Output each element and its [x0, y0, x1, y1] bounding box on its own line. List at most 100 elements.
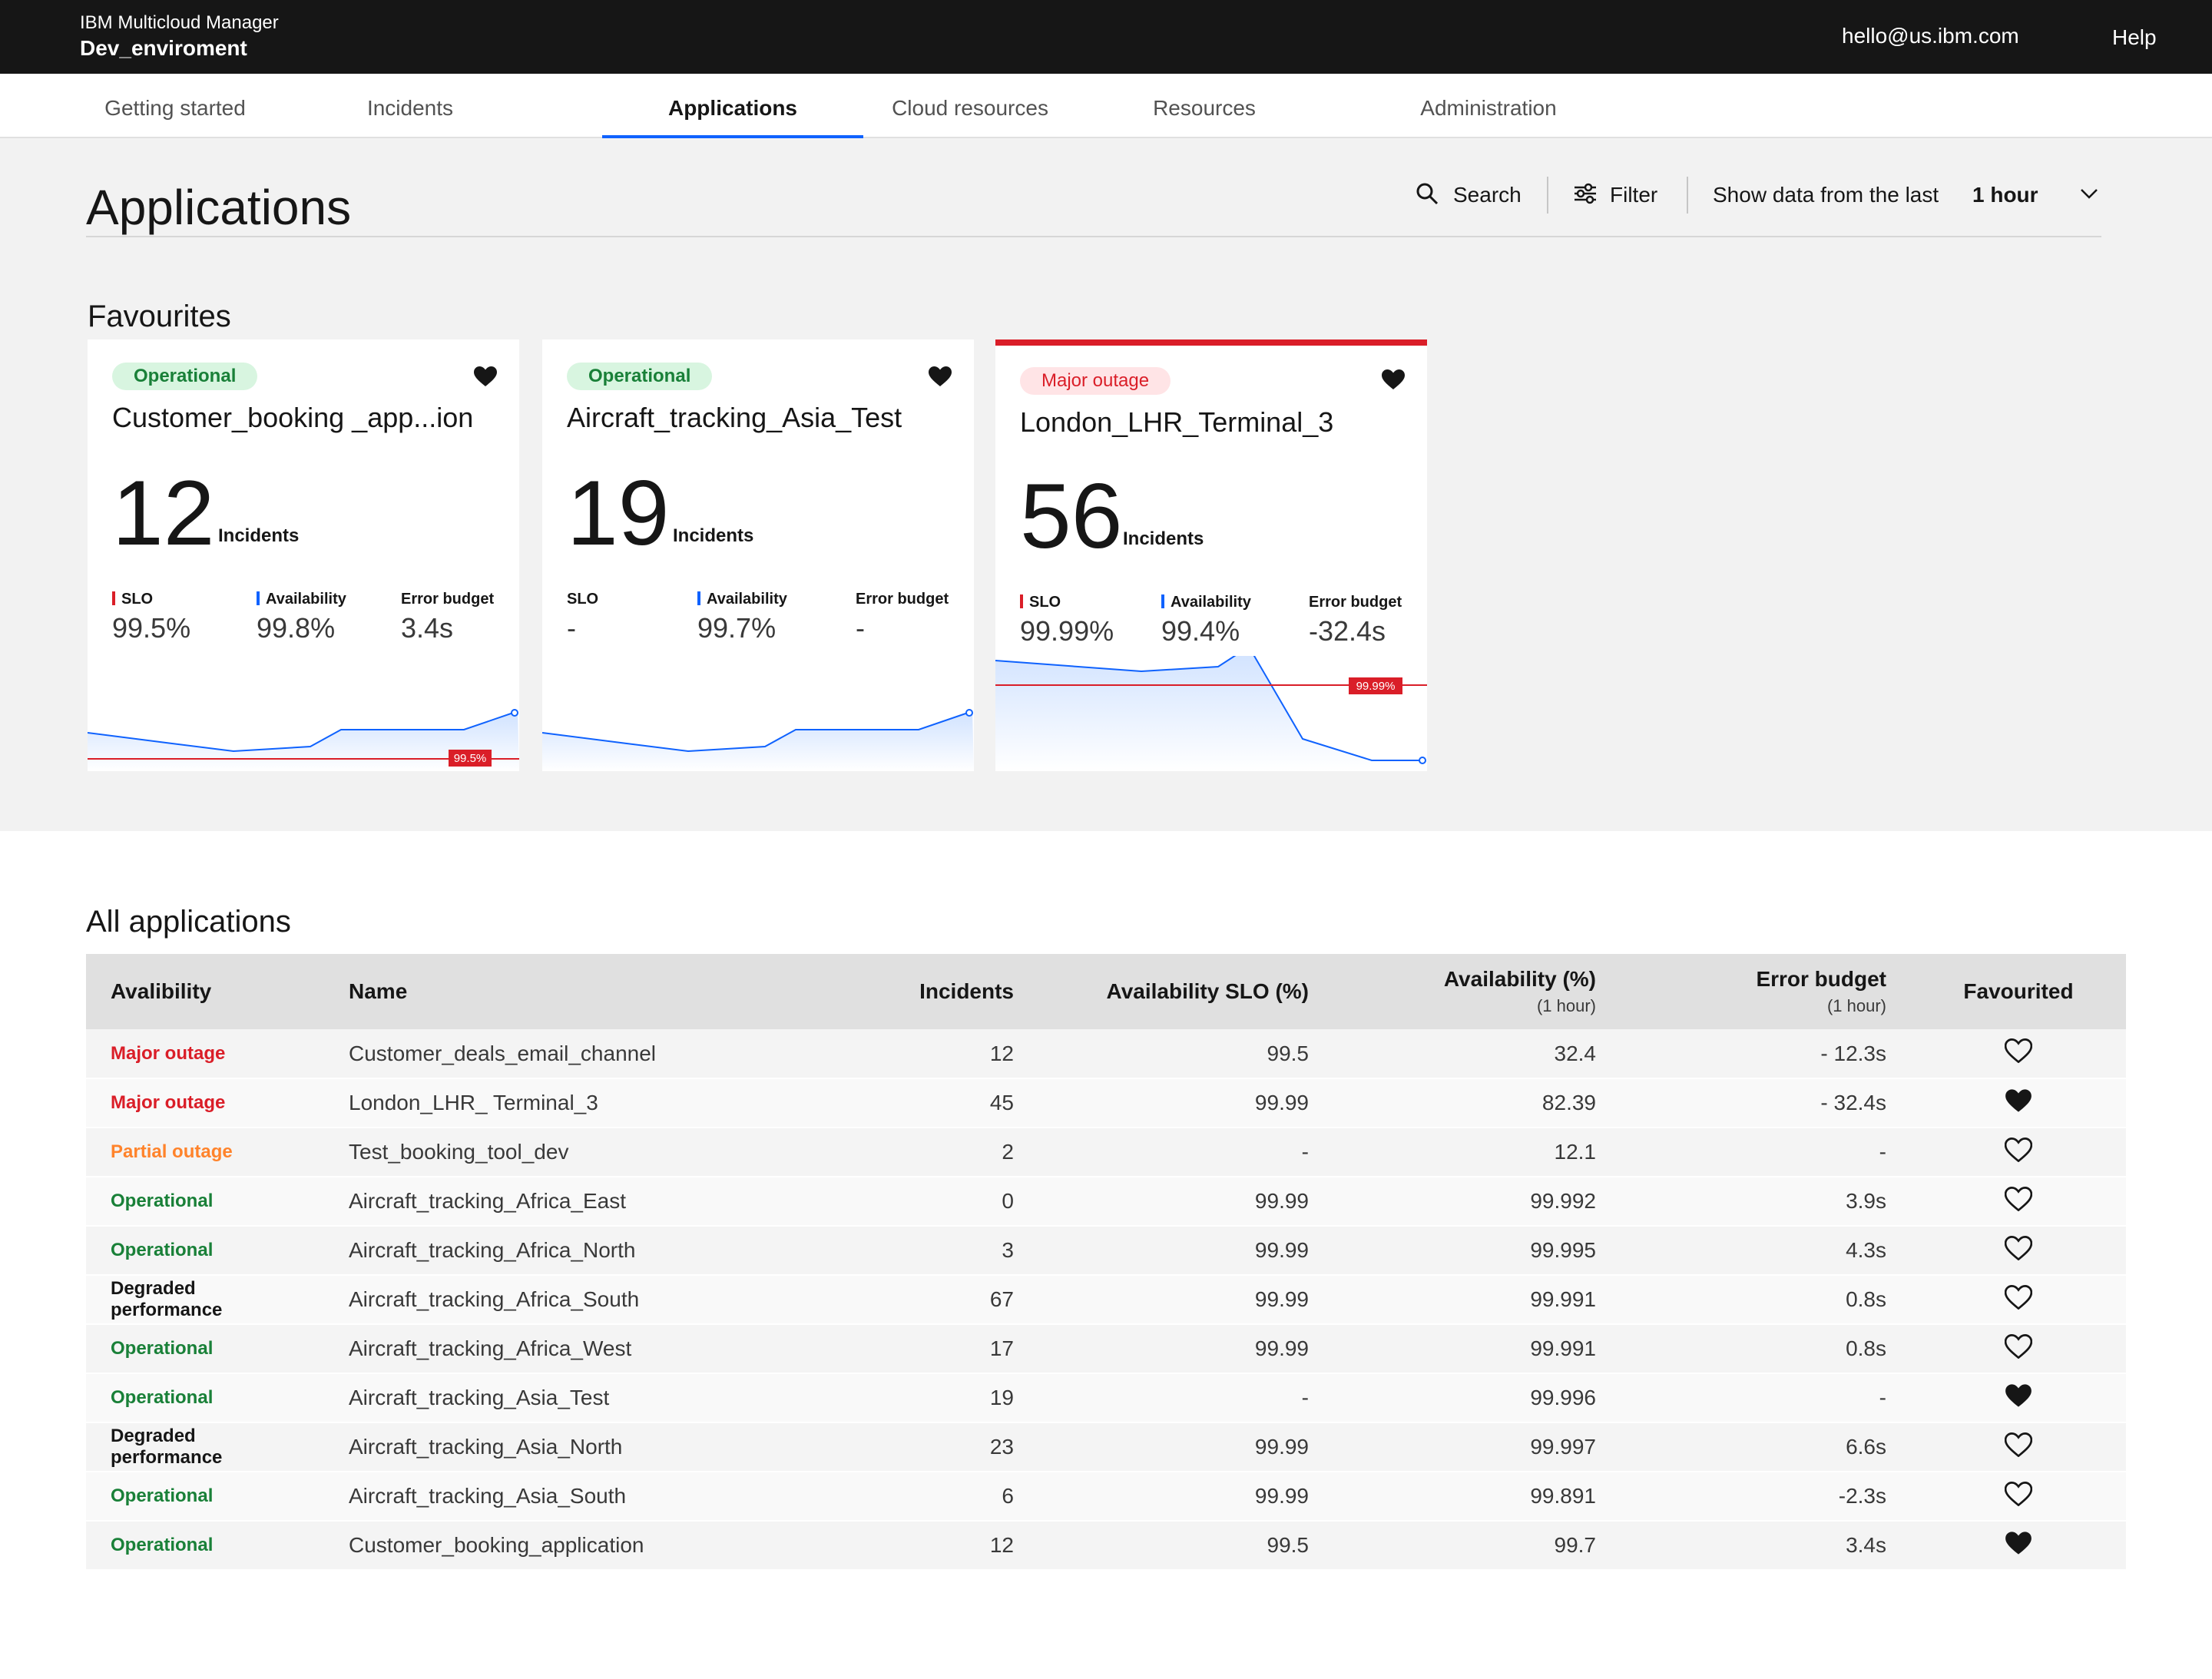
product-name: IBM Multicloud Manager [80, 12, 279, 33]
filter-button[interactable]: Filter [1610, 183, 1658, 207]
main-nav-tabs: Getting started Incidents Applications C… [0, 74, 2212, 138]
table-row[interactable]: Operational Aircraft_tracking_Asia_South 6… [86, 1472, 2126, 1522]
error-budget-value: - [856, 612, 865, 644]
tab-incidents[interactable]: Incidents [366, 96, 454, 120]
toolbar-divider [1547, 177, 1548, 214]
row-name: Aircraft_tracking_Africa_East [324, 1177, 770, 1227]
column-availability[interactable]: Avalibility [86, 954, 324, 1029]
availability-sparkline [542, 709, 974, 771]
incident-count: 12 [112, 462, 215, 565]
error-budget-value: -32.4s [1309, 615, 1386, 647]
status-badge: Operational [567, 363, 713, 390]
filter-icon[interactable] [1573, 181, 1598, 206]
heart-outline-icon[interactable] [2004, 1137, 2033, 1162]
heart-outline-icon[interactable] [2004, 1235, 2033, 1260]
row-favourite [1911, 1078, 2126, 1128]
favourite-card[interactable]: Operational Customer_booking _app...ion … [88, 339, 519, 771]
row-error-budget: 0.8s [1621, 1275, 1911, 1325]
environment-name[interactable]: Dev_enviroment [80, 36, 247, 60]
heart-outline-icon[interactable] [2004, 1038, 2033, 1064]
availability-value: 99.8% [257, 612, 336, 644]
row-name: Aircraft_tracking_Africa_West [324, 1324, 770, 1374]
row-incidents: 6 [770, 1472, 1038, 1522]
row-favourite [1911, 1521, 2126, 1571]
column-incidents[interactable]: Incidents [770, 954, 1038, 1029]
column-name[interactable]: Name [324, 954, 770, 1029]
row-error-budget: - 12.3s [1621, 1029, 1911, 1079]
tab-resources[interactable]: Resources [1153, 96, 1256, 120]
heart-filled-icon[interactable] [2005, 1383, 2032, 1408]
row-incidents: 23 [770, 1422, 1038, 1472]
row-availability: 82.39 [1333, 1078, 1621, 1128]
column-favourited[interactable]: Favourited [1911, 954, 2126, 1029]
search-button[interactable]: Search [1453, 183, 1522, 207]
title-divider [86, 236, 2101, 237]
column-slo[interactable]: Availability SLO (%) [1038, 954, 1333, 1029]
table-row[interactable]: Partial outage Test_booking_tool_dev 2-12.… [86, 1128, 2126, 1177]
row-availability: 99.991 [1333, 1275, 1621, 1325]
heart-icon[interactable] [928, 366, 952, 387]
status-badge: Operational [112, 363, 258, 390]
row-status: Partial outage [86, 1128, 324, 1177]
row-incidents: 2 [770, 1128, 1038, 1177]
row-status: Degraded performance [86, 1275, 324, 1325]
row-slo: - [1038, 1373, 1333, 1423]
heart-filled-icon[interactable] [2005, 1531, 2032, 1555]
table-row[interactable]: Operational Aircraft_tracking_Africa_East… [86, 1177, 2126, 1227]
row-name: Test_booking_tool_dev [324, 1128, 770, 1177]
row-favourite [1911, 1324, 2126, 1374]
error-budget-label: Error budget [856, 591, 949, 608]
top-bar: IBM Multicloud Manager Dev_enviroment he… [0, 0, 2212, 74]
heart-icon[interactable] [1381, 369, 1406, 390]
heart-icon[interactable] [473, 366, 498, 387]
table-row[interactable]: Operational Aircraft_tracking_Africa_West… [86, 1324, 2126, 1374]
column-error-budget[interactable]: Error budget (1 hour) [1621, 954, 1911, 1029]
help-link[interactable]: Help [2112, 25, 2157, 49]
search-icon[interactable] [1415, 181, 1439, 206]
row-status: Operational [86, 1373, 324, 1423]
tab-applications[interactable]: Applications [602, 74, 863, 138]
table-header-row: Avalibility Name Incidents Availability … [86, 954, 2126, 1029]
availability-label: Availability [1161, 593, 1251, 611]
table-row[interactable]: Degraded performance Aircraft_tracking_As… [86, 1422, 2126, 1472]
row-error-budget: 6.6s [1621, 1422, 1911, 1472]
tab-cloud-resources[interactable]: Cloud resources [892, 96, 1048, 120]
table-row[interactable]: Major outage London_LHR_ Terminal_3 45 99.9… [86, 1078, 2126, 1128]
user-email[interactable]: hello@us.ibm.com [1842, 24, 2019, 48]
heart-outline-icon[interactable] [2004, 1284, 2033, 1310]
chevron-down-icon[interactable] [2078, 186, 2100, 201]
incident-count: 56 [1020, 465, 1123, 568]
table-row[interactable]: Major outage Customer_deals_email_channel… [86, 1029, 2126, 1079]
row-error-budget: - [1621, 1373, 1911, 1423]
row-availability: 12.1 [1333, 1128, 1621, 1177]
heart-outline-icon[interactable] [2004, 1432, 2033, 1457]
availability-value: 99.4% [1161, 615, 1240, 647]
favourite-card[interactable]: Major outage London_LHR_Terminal_3 56 In… [995, 339, 1427, 771]
heart-outline-icon[interactable] [2004, 1481, 2033, 1506]
tab-getting-started[interactable]: Getting started [104, 96, 246, 120]
tab-administration[interactable]: Administration [1420, 96, 1557, 120]
heart-outline-icon[interactable] [2004, 1333, 2033, 1359]
time-range-select[interactable]: 1 hour [1972, 183, 2038, 207]
row-status: Operational [86, 1226, 324, 1276]
row-incidents: 45 [770, 1078, 1038, 1128]
table-row[interactable]: Operational Aircraft_tracking_Asia_Test 19… [86, 1373, 2126, 1423]
row-favourite [1911, 1177, 2126, 1227]
row-name: Aircraft_tracking_Asia_South [324, 1472, 770, 1522]
table-row[interactable]: Operational Aircraft_tracking_Africa_Nort… [86, 1226, 2126, 1276]
slo-label: SLO [1020, 593, 1061, 611]
table-row[interactable]: Degraded performance Aircraft_tracking_Af… [86, 1275, 2126, 1325]
column-availability-pct[interactable]: Availability (%) (1 hour) [1333, 954, 1621, 1029]
row-slo: 99.99 [1038, 1324, 1333, 1374]
table-row[interactable]: Operational Customer_booking_application 1… [86, 1521, 2126, 1571]
all-applications-title: All applications [86, 905, 291, 939]
row-slo: 99.99 [1038, 1472, 1333, 1522]
availability-label: Availability [257, 590, 346, 608]
favourite-card[interactable]: Operational Aircraft_tracking_Asia_Test … [542, 339, 974, 771]
heart-filled-icon[interactable] [2005, 1088, 2032, 1113]
row-slo: - [1038, 1128, 1333, 1177]
row-error-budget: 3.9s [1621, 1177, 1911, 1227]
error-budget-label: Error budget [1309, 594, 1402, 611]
heart-outline-icon[interactable] [2004, 1186, 2033, 1211]
applications-table: Avalibility Name Incidents Availability … [86, 954, 2126, 1571]
